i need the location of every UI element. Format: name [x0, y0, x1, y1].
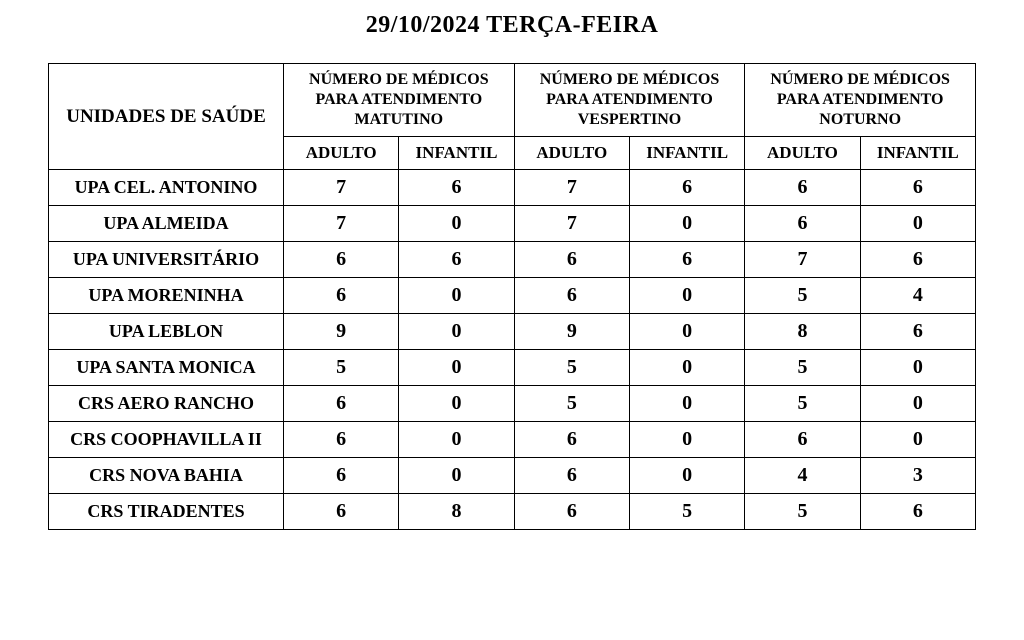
doctors-table: UNIDADES DE SAÚDE NÚMERO DE MÉDICOS PARA… — [48, 63, 976, 530]
value-cell: 7 — [284, 206, 399, 242]
value-cell: 0 — [629, 422, 744, 458]
value-cell: 9 — [514, 314, 629, 350]
unit-name-cell: UPA ALMEIDA — [49, 206, 284, 242]
table-header: UNIDADES DE SAÚDE NÚMERO DE MÉDICOS PARA… — [49, 64, 976, 170]
page: 29/10/2024 TERÇA-FEIRA UNIDADES DE SAÚDE… — [0, 0, 1024, 550]
table-row: UPA CEL. ANTONINO767666 — [49, 170, 976, 206]
unit-name-cell: UPA UNIVERSITÁRIO — [49, 242, 284, 278]
value-cell: 6 — [860, 494, 975, 530]
unit-name-cell: UPA MORENINHA — [49, 278, 284, 314]
value-cell: 8 — [399, 494, 514, 530]
value-cell: 6 — [745, 422, 860, 458]
value-cell: 0 — [399, 458, 514, 494]
value-cell: 7 — [284, 170, 399, 206]
units-header: UNIDADES DE SAÚDE — [49, 64, 284, 170]
unit-name-cell: UPA LEBLON — [49, 314, 284, 350]
value-cell: 7 — [514, 206, 629, 242]
page-title: 29/10/2024 TERÇA-FEIRA — [48, 12, 976, 39]
group-header-vespertino: NÚMERO DE MÉDICOS PARA ATENDIMENTO VESPE… — [514, 64, 745, 137]
sub-header-mat-infantil: INFANTIL — [399, 137, 514, 170]
value-cell: 9 — [284, 314, 399, 350]
sub-header-vesp-adulto: ADULTO — [514, 137, 629, 170]
value-cell: 5 — [745, 278, 860, 314]
value-cell: 5 — [284, 350, 399, 386]
value-cell: 6 — [514, 494, 629, 530]
value-cell: 0 — [399, 422, 514, 458]
sub-header-vesp-infantil: INFANTIL — [629, 137, 744, 170]
value-cell: 4 — [860, 278, 975, 314]
table-body: UPA CEL. ANTONINO767666UPA ALMEIDA707060… — [49, 170, 976, 530]
value-cell: 6 — [284, 386, 399, 422]
header-row-groups: UNIDADES DE SAÚDE NÚMERO DE MÉDICOS PARA… — [49, 64, 976, 137]
value-cell: 6 — [284, 458, 399, 494]
value-cell: 6 — [399, 170, 514, 206]
value-cell: 6 — [284, 422, 399, 458]
value-cell: 5 — [514, 350, 629, 386]
value-cell: 6 — [284, 242, 399, 278]
value-cell: 6 — [514, 278, 629, 314]
group-header-matutino: NÚMERO DE MÉDICOS PARA ATENDIMENTO MATUT… — [284, 64, 515, 137]
table-row: UPA SANTA MONICA505050 — [49, 350, 976, 386]
value-cell: 6 — [745, 206, 860, 242]
value-cell: 6 — [399, 242, 514, 278]
value-cell: 5 — [514, 386, 629, 422]
value-cell: 6 — [860, 314, 975, 350]
table-row: UPA UNIVERSITÁRIO666676 — [49, 242, 976, 278]
table-row: UPA LEBLON909086 — [49, 314, 976, 350]
value-cell: 0 — [399, 206, 514, 242]
unit-name-cell: UPA CEL. ANTONINO — [49, 170, 284, 206]
value-cell: 6 — [860, 242, 975, 278]
value-cell: 6 — [629, 170, 744, 206]
value-cell: 0 — [860, 386, 975, 422]
table-row: CRS COOPHAVILLA II606060 — [49, 422, 976, 458]
value-cell: 6 — [284, 494, 399, 530]
unit-name-cell: UPA SANTA MONICA — [49, 350, 284, 386]
group-header-noturno: NÚMERO DE MÉDICOS PARA ATENDIMENTO NOTUR… — [745, 64, 976, 137]
value-cell: 0 — [399, 278, 514, 314]
value-cell: 6 — [629, 242, 744, 278]
value-cell: 6 — [860, 170, 975, 206]
unit-name-cell: CRS AERO RANCHO — [49, 386, 284, 422]
value-cell: 5 — [629, 494, 744, 530]
sub-header-mat-adulto: ADULTO — [284, 137, 399, 170]
value-cell: 0 — [399, 386, 514, 422]
value-cell: 0 — [399, 314, 514, 350]
value-cell: 0 — [629, 314, 744, 350]
value-cell: 8 — [745, 314, 860, 350]
value-cell: 0 — [860, 206, 975, 242]
value-cell: 6 — [745, 170, 860, 206]
value-cell: 0 — [860, 422, 975, 458]
value-cell: 6 — [514, 422, 629, 458]
value-cell: 0 — [629, 278, 744, 314]
value-cell: 7 — [514, 170, 629, 206]
value-cell: 5 — [745, 386, 860, 422]
value-cell: 0 — [629, 350, 744, 386]
value-cell: 6 — [514, 458, 629, 494]
unit-name-cell: CRS TIRADENTES — [49, 494, 284, 530]
value-cell: 3 — [860, 458, 975, 494]
table-row: CRS NOVA BAHIA606043 — [49, 458, 976, 494]
value-cell: 0 — [629, 458, 744, 494]
table-row: UPA MORENINHA606054 — [49, 278, 976, 314]
value-cell: 5 — [745, 494, 860, 530]
value-cell: 0 — [629, 386, 744, 422]
value-cell: 6 — [284, 278, 399, 314]
unit-name-cell: CRS COOPHAVILLA II — [49, 422, 284, 458]
sub-header-not-infantil: INFANTIL — [860, 137, 975, 170]
value-cell: 4 — [745, 458, 860, 494]
sub-header-not-adulto: ADULTO — [745, 137, 860, 170]
table-row: CRS AERO RANCHO605050 — [49, 386, 976, 422]
unit-name-cell: CRS NOVA BAHIA — [49, 458, 284, 494]
value-cell: 5 — [745, 350, 860, 386]
value-cell: 0 — [860, 350, 975, 386]
table-row: CRS TIRADENTES686556 — [49, 494, 976, 530]
value-cell: 6 — [514, 242, 629, 278]
value-cell: 7 — [745, 242, 860, 278]
value-cell: 0 — [399, 350, 514, 386]
table-row: UPA ALMEIDA707060 — [49, 206, 976, 242]
value-cell: 0 — [629, 206, 744, 242]
